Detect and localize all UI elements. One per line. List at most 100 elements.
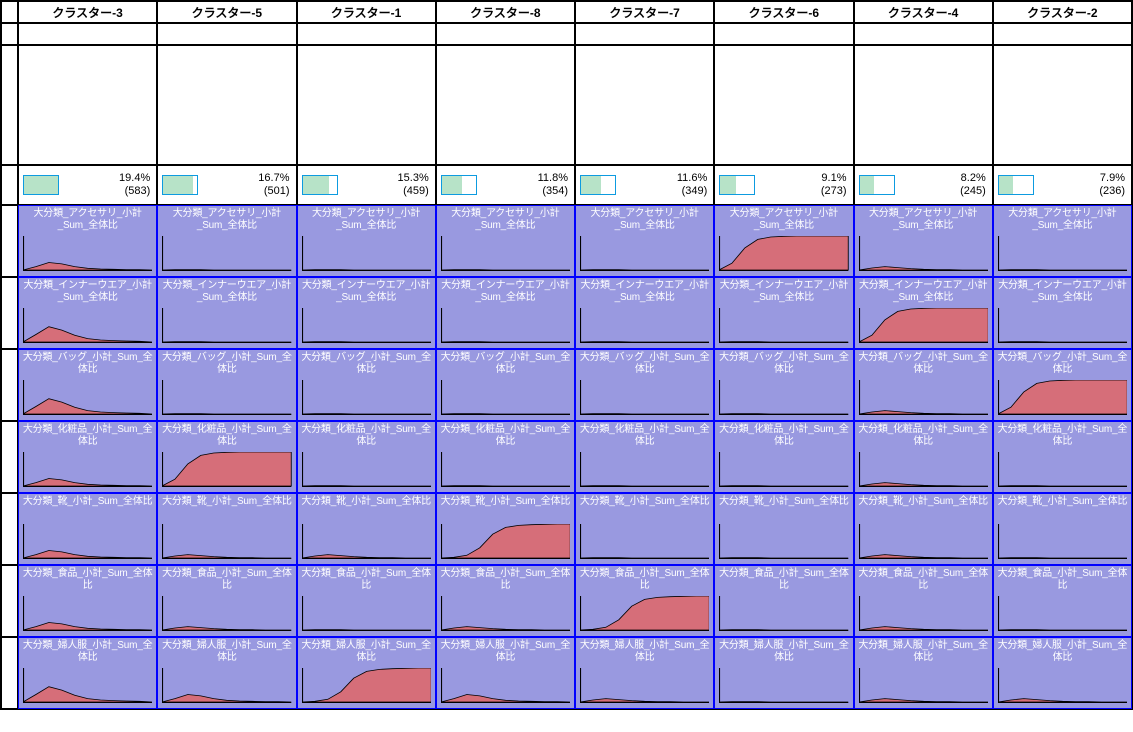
header-label: クラスター-4 xyxy=(888,6,958,20)
pct-bar-fill-3 xyxy=(442,176,463,194)
dist-chart-r0-c5 xyxy=(719,236,848,272)
dist-label-r5-c3: 大分類_食品_小計_Sum_全体比 xyxy=(437,568,574,591)
dist-cell-r2-c1: 大分類_バッグ_小計_Sum_全体比 xyxy=(157,349,296,421)
pct-bar-7 xyxy=(998,175,1034,195)
row2-cell-3 xyxy=(436,23,575,45)
dist-cell-r6-c6: 大分類_婦人服_小計_Sum_全体比 xyxy=(854,637,993,709)
dist-label-r0-c1: 大分類_アクセサリ_小計_Sum_全体比 xyxy=(158,208,295,231)
dist-cell-r1-c6: 大分類_インナーウエア_小計_Sum_全体比 xyxy=(854,277,993,349)
dist-chart-r0-c4 xyxy=(580,236,709,272)
dist-cell-r2-c4: 大分類_バッグ_小計_Sum_全体比 xyxy=(575,349,714,421)
dist-label-r3-c6: 大分類_化粧品_小計_Sum_全体比 xyxy=(855,424,992,447)
pct-bar-fill-4 xyxy=(581,176,601,194)
dist-cell-r0-c2: 大分類_アクセサリ_小計_Sum_全体比 xyxy=(297,205,436,277)
header-col-1: クラスター-5 xyxy=(157,1,296,23)
header-col-4: クラスター-7 xyxy=(575,1,714,23)
dist-chart-r5-c0 xyxy=(23,596,152,632)
dist-cell-r3-c2: 大分類_化粧品_小計_Sum_全体比 xyxy=(297,421,436,493)
pct-text-1: 16.7%(501) xyxy=(202,172,291,197)
header-label: クラスター-5 xyxy=(192,6,262,20)
dist-cell-r0-c6: 大分類_アクセサリ_小計_Sum_全体比 xyxy=(854,205,993,277)
row2-cell-0 xyxy=(18,23,157,45)
dist-chart-r4-c3 xyxy=(441,524,570,560)
dist-chart-r0-c7 xyxy=(998,236,1127,272)
pct-value: 11.8% xyxy=(481,172,568,185)
dist-label-r1-c1: 大分類_インナーウエア_小計_Sum_全体比 xyxy=(158,280,295,303)
pct-value: 9.1% xyxy=(759,172,846,185)
dist-cell-r1-c5: 大分類_インナーウエア_小計_Sum_全体比 xyxy=(714,277,853,349)
dist-chart-r6-c6 xyxy=(859,668,988,704)
dist-cell-r0-c5: 大分類_アクセサリ_小計_Sum_全体比 xyxy=(714,205,853,277)
dist-label-r1-c3: 大分類_インナーウエア_小計_Sum_全体比 xyxy=(437,280,574,303)
header-label: クラスター-6 xyxy=(749,6,819,20)
dist-chart-r6-c3 xyxy=(441,668,570,704)
dist-chart-r2-c0 xyxy=(23,380,152,416)
dist-cell-r3-c4: 大分類_化粧品_小計_Sum_全体比 xyxy=(575,421,714,493)
dist-cell-r1-c7: 大分類_インナーウエア_小計_Sum_全体比 xyxy=(993,277,1132,349)
row3-cell-3 xyxy=(436,45,575,165)
dist-label-r0-c5: 大分類_アクセサリ_小計_Sum_全体比 xyxy=(715,208,852,231)
pct-bar-fill-6 xyxy=(860,176,874,194)
pct-text-4: 11.6%(349) xyxy=(620,172,709,197)
dist-chart-r5-c4 xyxy=(580,596,709,632)
dist-label-r2-c6: 大分類_バッグ_小計_Sum_全体比 xyxy=(855,352,992,375)
header-col-2: クラスター-1 xyxy=(297,1,436,23)
pct-bar-fill-0 xyxy=(24,176,58,194)
pct-bar-2 xyxy=(302,175,338,195)
dist-label-r5-c0: 大分類_食品_小計_Sum_全体比 xyxy=(19,568,156,591)
dist-label-r2-c7: 大分類_バッグ_小計_Sum_全体比 xyxy=(994,352,1131,375)
pct-bar-6 xyxy=(859,175,895,195)
dist-chart-r4-c2 xyxy=(302,524,431,560)
pct-count: (583) xyxy=(63,185,150,198)
pct-bar-fill-7 xyxy=(999,176,1013,194)
row3-cell-6 xyxy=(854,45,993,165)
pct-bar-5 xyxy=(719,175,755,195)
dist-cell-r3-c6: 大分類_化粧品_小計_Sum_全体比 xyxy=(854,421,993,493)
dist-label-r2-c5: 大分類_バッグ_小計_Sum_全体比 xyxy=(715,352,852,375)
dist-label-r2-c0: 大分類_バッグ_小計_Sum_全体比 xyxy=(19,352,156,375)
dist-cell-r0-c7: 大分類_アクセサリ_小計_Sum_全体比 xyxy=(993,205,1132,277)
dist-chart-r0-c3 xyxy=(441,236,570,272)
pct-count: (354) xyxy=(481,185,568,198)
dist-chart-r1-c0 xyxy=(23,308,152,344)
header-col-0: クラスター-3 xyxy=(18,1,157,23)
row3-cell-1 xyxy=(157,45,296,165)
dist-chart-r1-c2 xyxy=(302,308,431,344)
pct-cell-5: 9.1%(273) xyxy=(714,165,853,205)
dist-cell-r4-c4: 大分類_靴_小計_Sum_全体比 xyxy=(575,493,714,565)
dist-cell-r4-c5: 大分類_靴_小計_Sum_全体比 xyxy=(714,493,853,565)
row2-cell-2 xyxy=(297,23,436,45)
header-col-5: クラスター-6 xyxy=(714,1,853,23)
dist-label-r3-c1: 大分類_化粧品_小計_Sum_全体比 xyxy=(158,424,295,447)
pct-cell-1: 16.7%(501) xyxy=(157,165,296,205)
dist-label-r3-c4: 大分類_化粧品_小計_Sum_全体比 xyxy=(576,424,713,447)
dist-label-r4-c6: 大分類_靴_小計_Sum_全体比 xyxy=(855,496,992,508)
dist-label-r1-c4: 大分類_インナーウエア_小計_Sum_全体比 xyxy=(576,280,713,303)
dist-stub-6 xyxy=(1,637,18,709)
dist-label-r6-c4: 大分類_婦人服_小計_Sum_全体比 xyxy=(576,640,713,663)
dist-cell-r2-c2: 大分類_バッグ_小計_Sum_全体比 xyxy=(297,349,436,421)
dist-label-r5-c5: 大分類_食品_小計_Sum_全体比 xyxy=(715,568,852,591)
pct-count: (349) xyxy=(620,185,707,198)
dist-cell-r6-c7: 大分類_婦人服_小計_Sum_全体比 xyxy=(993,637,1132,709)
dist-chart-r1-c4 xyxy=(580,308,709,344)
dist-chart-r4-c7 xyxy=(998,524,1127,560)
header-stub xyxy=(1,1,18,23)
pct-bar-0 xyxy=(23,175,59,195)
dist-label-r0-c6: 大分類_アクセサリ_小計_Sum_全体比 xyxy=(855,208,992,231)
dist-chart-r2-c7 xyxy=(998,380,1127,416)
dist-chart-r4-c4 xyxy=(580,524,709,560)
pct-value: 7.9% xyxy=(1038,172,1125,185)
dist-cell-r3-c3: 大分類_化粧品_小計_Sum_全体比 xyxy=(436,421,575,493)
dist-label-r0-c4: 大分類_アクセサリ_小計_Sum_全体比 xyxy=(576,208,713,231)
dist-cell-r5-c5: 大分類_食品_小計_Sum_全体比 xyxy=(714,565,853,637)
pct-cell-2: 15.3%(459) xyxy=(297,165,436,205)
row2-stub xyxy=(1,23,18,45)
dist-chart-r6-c7 xyxy=(998,668,1127,704)
dist-label-r6-c0: 大分類_婦人服_小計_Sum_全体比 xyxy=(19,640,156,663)
dist-label-r5-c2: 大分類_食品_小計_Sum_全体比 xyxy=(298,568,435,591)
dist-stub-5 xyxy=(1,565,18,637)
dist-label-r1-c6: 大分類_インナーウエア_小計_Sum_全体比 xyxy=(855,280,992,303)
dist-label-r3-c2: 大分類_化粧品_小計_Sum_全体比 xyxy=(298,424,435,447)
dist-cell-r3-c0: 大分類_化粧品_小計_Sum_全体比 xyxy=(18,421,157,493)
